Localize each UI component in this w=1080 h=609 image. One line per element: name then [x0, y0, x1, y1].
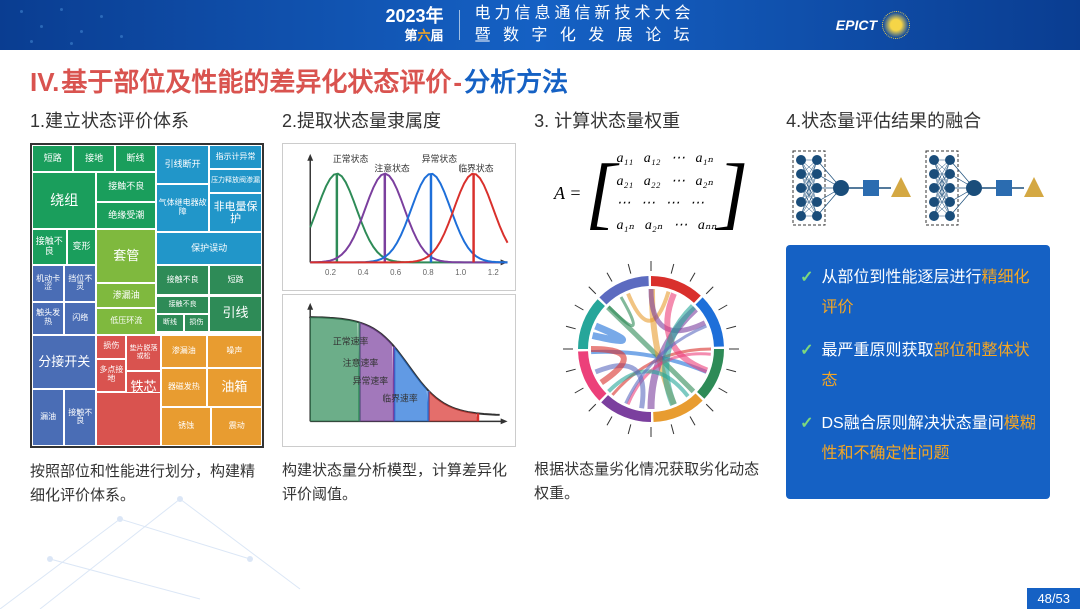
treemap-cell: 触头发热	[32, 302, 64, 335]
title-sep: -	[453, 67, 462, 98]
treemap-cell: 多点接地	[96, 359, 126, 392]
col1-caption: 按照部位和性能进行划分，构建精细化评价体系。	[30, 460, 264, 508]
treemap-cell: 器磁发热	[161, 368, 207, 407]
treemap-cell: 非电量保护	[209, 193, 262, 232]
treemap-cell: 接触不良	[64, 389, 96, 446]
page-number: 48/53	[1027, 588, 1080, 609]
treemap-cell: 断线	[115, 145, 156, 172]
column-1: 1.建立状态评价体系 短路接地断线绕组接触不良绝缘受潮接触不良变形套管引线断开气…	[30, 107, 264, 582]
treemap-cell: 接触不良	[96, 172, 156, 202]
svg-text:注意状态: 注意状态	[374, 163, 410, 174]
summary-item: ✓DS融合原则解决状态量间模糊性和不确定性问题	[800, 409, 1036, 470]
svg-text:0.2: 0.2	[325, 268, 336, 277]
treemap-cell: 锈蚀	[161, 407, 212, 446]
treemap-cell: 气体继电器故障	[156, 184, 209, 232]
header-decoration	[0, 0, 180, 50]
treemap-cell: 指示计异常	[209, 145, 262, 169]
col2-caption: 构建状态量分析模型，计算差异化评价阈值。	[282, 459, 516, 507]
svg-text:异常状态: 异常状态	[422, 153, 458, 164]
treemap-cell: 接触不良	[32, 229, 67, 265]
svg-text:正常状态: 正常状态	[333, 153, 369, 164]
membership-curves-chart: 正常状态注意状态 异常状态临界状态 0.2 0.4 0.6 0.8 1.0 1.2	[282, 143, 516, 291]
treemap-cell: 接地	[73, 145, 114, 172]
treemap-cell: 变形	[67, 229, 97, 265]
treemap-chart: 短路接地断线绕组接触不良绝缘受潮接触不良变形套管引线断开气体继电器故障指示计异常…	[30, 143, 264, 448]
treemap-cell: 分接开关	[32, 335, 96, 389]
svg-text:1.2: 1.2	[488, 268, 499, 277]
treemap-cell: 接触不良	[156, 296, 209, 314]
header-logo: EPICT	[836, 11, 910, 39]
treemap-cell: 保护误动	[156, 232, 262, 265]
treemap-cell: 机动卡涩	[32, 265, 64, 301]
treemap-cell: 引线	[209, 296, 262, 332]
sigmoid-curves-chart: 正常速率注意速率异常速率临界速率	[282, 294, 516, 447]
svg-text:临界状态: 临界状态	[458, 163, 494, 174]
col3-caption: 根据状态量劣化情况获取劣化动态权重。	[534, 458, 768, 506]
svg-text:临界速率: 临界速率	[382, 393, 418, 404]
slide-header: 2023年 第六届 电力信息通信新技术大会 暨 数 字 化 发 展 论 坛 EP…	[0, 0, 1080, 50]
summary-item: ✓最严重原则获取部位和整体状态	[800, 336, 1036, 397]
neural-network-diagram	[786, 143, 1050, 233]
treemap-cell: 短路	[209, 265, 262, 295]
header-divider	[459, 10, 460, 40]
summary-box: ✓从部位到性能逐层进行精细化评价 ✓最严重原则获取部位和整体状态 ✓DS融合原则解决…	[786, 245, 1050, 499]
col3-title: 3. 计算状态量权重	[534, 107, 768, 133]
treemap-cell: 引线断开	[156, 145, 209, 184]
chord-diagram	[534, 251, 768, 446]
column-3: 3. 计算状态量权重 A = [ a₁₁ a₁₂ ⋯ a₁ₙa₂₁ a₂₂ ⋯ …	[534, 107, 768, 582]
col2-title: 2.提取状态量隶属度	[282, 107, 516, 133]
treemap-cell	[96, 392, 160, 446]
treemap-cell: 损伤	[184, 314, 209, 332]
treemap-cell: 渗漏油	[161, 335, 207, 368]
matrix-equation: A = [ a₁₁ a₁₂ ⋯ a₁ₙa₂₁ a₂₂ ⋯ a₂ₙ⋯ ⋯ ⋯ ⋯a…	[534, 143, 768, 243]
header-conference-title: 电力信息通信新技术大会 暨 数 字 化 发 展 论 坛	[475, 3, 695, 48]
treemap-cell: 垫片脱落或松	[126, 335, 161, 371]
svg-text:注意速率: 注意速率	[343, 357, 379, 368]
treemap-cell: 渗漏油	[96, 283, 156, 307]
treemap-cell: 接触不良	[156, 265, 209, 295]
slide-title: IV. 基于部位及性能的差异化状态评价 - 分析方法	[0, 50, 1080, 107]
treemap-cell: 绕组	[32, 172, 96, 229]
treemap-cell: 震动	[211, 407, 262, 446]
treemap-cell: 绝缘受潮	[96, 202, 156, 229]
svg-text:正常速率: 正常速率	[333, 335, 369, 346]
treemap-cell: 闪络	[64, 302, 96, 335]
treemap-cell: 漏油	[32, 389, 64, 446]
title-main: 基于部位及性能的差异化状态评价	[61, 62, 451, 99]
column-4: 4.状态量评估结果的融合 ✓从部位到性能逐层进行精细化评价 ✓最严重原则获取部位和…	[786, 107, 1050, 582]
svg-text:0.8: 0.8	[423, 268, 435, 277]
svg-text:0.6: 0.6	[390, 268, 402, 277]
header-year: 2023年 第六届	[385, 6, 443, 43]
summary-item: ✓从部位到性能逐层进行精细化评价	[800, 263, 1036, 324]
svg-text:异常速率: 异常速率	[353, 375, 389, 386]
treemap-cell: 挡位不灵	[64, 265, 96, 301]
title-sub: 分析方法	[464, 62, 568, 99]
treemap-cell: 断线	[156, 314, 184, 332]
treemap-cell: 短路	[32, 145, 73, 172]
treemap-cell: 油箱	[207, 368, 262, 407]
content-area: 1.建立状态评价体系 短路接地断线绕组接触不良绝缘受潮接触不良变形套管引线断开气…	[0, 107, 1080, 582]
treemap-cell: 低压环流	[96, 308, 156, 335]
svg-text:1.0: 1.0	[455, 268, 467, 277]
treemap-cell: 噪声	[207, 335, 262, 368]
treemap-cell: 损伤	[96, 335, 126, 359]
title-roman: IV.	[30, 67, 59, 98]
col4-title: 4.状态量评估结果的融合	[786, 107, 1050, 133]
svg-text:0.4: 0.4	[358, 268, 370, 277]
column-2: 2.提取状态量隶属度 正常状态注意状态 异常状态临界状态 0.2 0.4 0.6 0.8 1…	[282, 107, 516, 582]
treemap-cell: 压力释放阀渗漏	[209, 169, 262, 193]
treemap-cell: 套管	[96, 229, 156, 283]
col1-title: 1.建立状态评价体系	[30, 107, 264, 133]
